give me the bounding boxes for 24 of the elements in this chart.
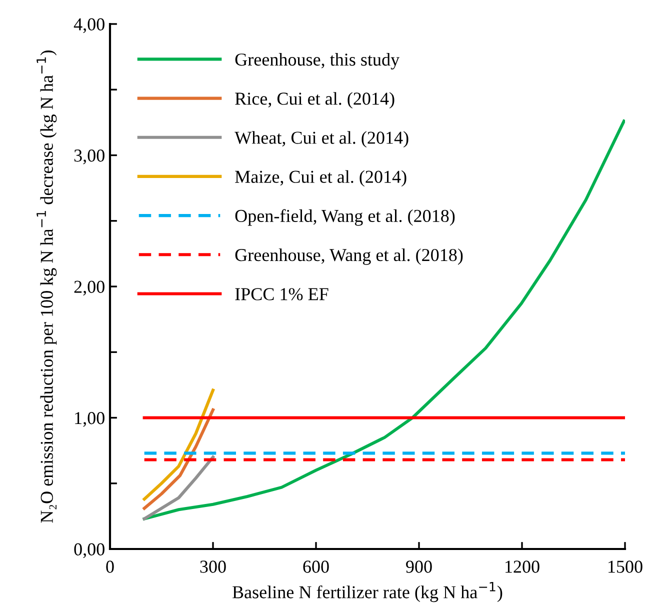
y-tick-label: 4,00: [74, 18, 104, 34]
x-tick-label: 1500: [608, 560, 642, 573]
legend-label: Rice, Cui et al. (2014): [235, 92, 394, 108]
y-axis-title: N₂O emission reduction per 100 kg N ha$^{−1}$ decrease (kg N ha$^{−1}$): [36, 50, 57, 523]
line-series: [142, 388, 215, 501]
legend-label: Greenhouse, Wang et al. (2018): [235, 248, 463, 265]
legend-label: Open-field, Wang et al. (2018): [235, 209, 455, 226]
x-tick-label: 900: [406, 560, 432, 573]
x-tick-label: 600: [303, 560, 329, 573]
y-tick-label: 2,00: [74, 280, 104, 296]
line-series: [142, 120, 625, 520]
line-series: [142, 408, 215, 510]
legend-label: IPCC 1% EF: [235, 288, 328, 300]
legend-label: Wheat, Cui et al. (2014): [234, 131, 408, 148]
y-tick-label: 0,00: [74, 543, 104, 558]
y-tick-label: 1,00: [75, 412, 104, 427]
legend-label: Maize, Cui et al. (2014): [235, 170, 406, 187]
x-axis-title: Baseline N fertilizer rate (kg N ha$^{−1}$): [232, 582, 502, 602]
legend-label: Greenhouse, this study: [235, 53, 400, 70]
x-tick-label: 300: [200, 560, 226, 573]
x-tick-label: 1200: [506, 560, 540, 573]
line-series: [142, 456, 215, 520]
x-tick-label: 0: [106, 560, 114, 573]
y-tick-label: 3,00: [74, 150, 104, 164]
